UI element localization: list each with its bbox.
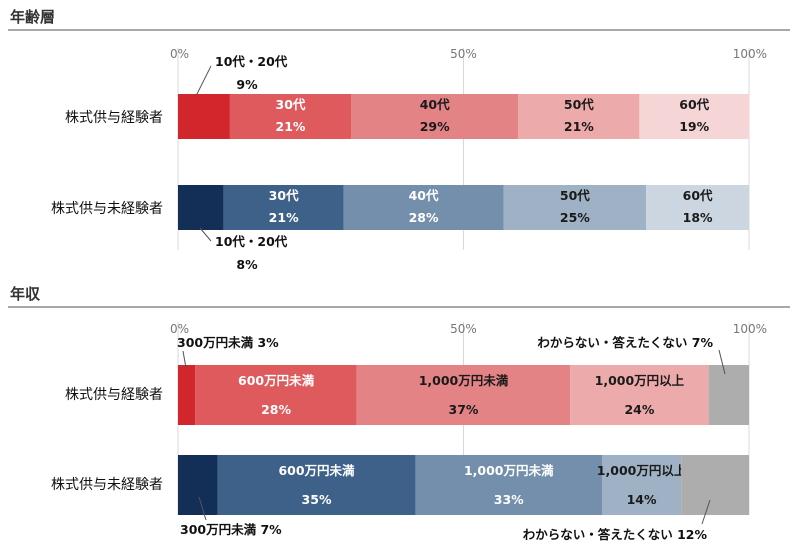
segment-series-label: 50代 <box>560 188 590 203</box>
callout-value-label: 9% <box>236 77 258 92</box>
segment-series-label: 60代 <box>679 97 709 112</box>
callout-series-label: 10代・20代 <box>215 234 288 249</box>
category-label: 株式供与経験者 <box>65 387 163 403</box>
segment-value-label: 28% <box>261 402 291 417</box>
category-label: 株式供与未経験者 <box>51 477 163 493</box>
section-title-income: 年収 <box>10 285 41 303</box>
bar-segment <box>356 365 571 425</box>
segment-series-label: 30代 <box>269 188 299 203</box>
bar-segment <box>646 185 749 230</box>
segment-value-label: 25% <box>560 210 590 225</box>
bar-segment <box>223 185 344 230</box>
x-tick-label: 50% <box>450 322 477 336</box>
callout-value-label: 8% <box>236 257 258 272</box>
bar-segment <box>639 94 749 139</box>
segment-series-label: 40代 <box>409 188 439 203</box>
segment-value-label: 18% <box>683 210 713 225</box>
segment-series-label: 1,000万円以上 <box>595 373 685 388</box>
bar-segment <box>570 365 709 425</box>
bar-segment <box>708 365 749 425</box>
segment-value-label: 24% <box>624 402 654 417</box>
bar-segment <box>602 455 682 515</box>
bar-segment <box>229 94 352 139</box>
bar-segment <box>415 455 603 515</box>
segment-series-label: 50代 <box>564 97 594 112</box>
callout-label: わからない・答えたくない 7% <box>537 335 713 350</box>
segment-series-label: 1,000万円未満 <box>419 373 509 388</box>
bar-segment <box>518 94 640 139</box>
segment-value-label: 14% <box>627 492 657 507</box>
segment-series-label: 60代 <box>683 188 713 203</box>
segment-value-label: 21% <box>564 119 594 134</box>
bar-segment <box>681 455 749 515</box>
leader-line <box>199 227 212 242</box>
segment-series-label: 600万円未満 <box>238 373 315 388</box>
leader-line <box>718 349 726 375</box>
section-title-age: 年齢層 <box>10 8 55 26</box>
segment-series-label: 1,000万円未満 <box>464 463 554 478</box>
segment-series-label: 1,000万円以上 <box>597 463 687 478</box>
bar-segment <box>503 185 647 230</box>
x-tick-label: 100% <box>733 322 767 336</box>
segment-value-label: 29% <box>420 119 450 134</box>
leader-line <box>195 65 212 97</box>
callout-label: 300万円未満 7% <box>180 522 282 537</box>
segment-value-label: 33% <box>494 492 524 507</box>
bar-segment <box>217 455 416 515</box>
x-tick-label: 0% <box>170 47 189 61</box>
panel-age: 0% 50% 100% 株式供与経験者 10代・20代 9% 30代 21% 40代 29% 50代… <box>51 47 767 272</box>
segment-value-label: 37% <box>449 402 479 417</box>
x-tick-label: 50% <box>450 47 477 61</box>
category-label: 株式供与未経験者 <box>51 201 163 217</box>
category-label: 株式供与経験者 <box>65 110 163 126</box>
segment-value-label: 35% <box>302 492 332 507</box>
callout-label: 300万円未満 3% <box>177 335 279 350</box>
bar-segment <box>178 365 196 425</box>
segment-series-label: 30代 <box>276 97 306 112</box>
callout-label: わからない・答えたくない 12% <box>523 527 708 542</box>
callout-series-label: 10代・20代 <box>215 54 288 69</box>
panel-income: 0% 50% 100% 株式供与経験者 300万円未満 3% 600万円未満 28% 1,00… <box>51 322 767 542</box>
leader-line <box>182 350 187 369</box>
segment-series-label: 40代 <box>420 97 450 112</box>
segment-value-label: 21% <box>269 210 299 225</box>
segment-series-label: 600万円未満 <box>278 463 355 478</box>
leader-line <box>701 499 711 525</box>
x-tick-label: 0% <box>170 322 189 336</box>
bar-segment <box>343 185 504 230</box>
x-tick-label: 100% <box>733 47 767 61</box>
segment-value-label: 19% <box>679 119 709 134</box>
bar-segment <box>195 365 357 425</box>
bar-segment <box>178 185 224 230</box>
bar-segment <box>351 94 519 139</box>
segment-value-label: 28% <box>409 210 439 225</box>
leader-line <box>198 496 207 521</box>
segment-value-label: 21% <box>276 119 306 134</box>
bar-segment <box>178 455 218 515</box>
bar-segment <box>178 94 230 139</box>
